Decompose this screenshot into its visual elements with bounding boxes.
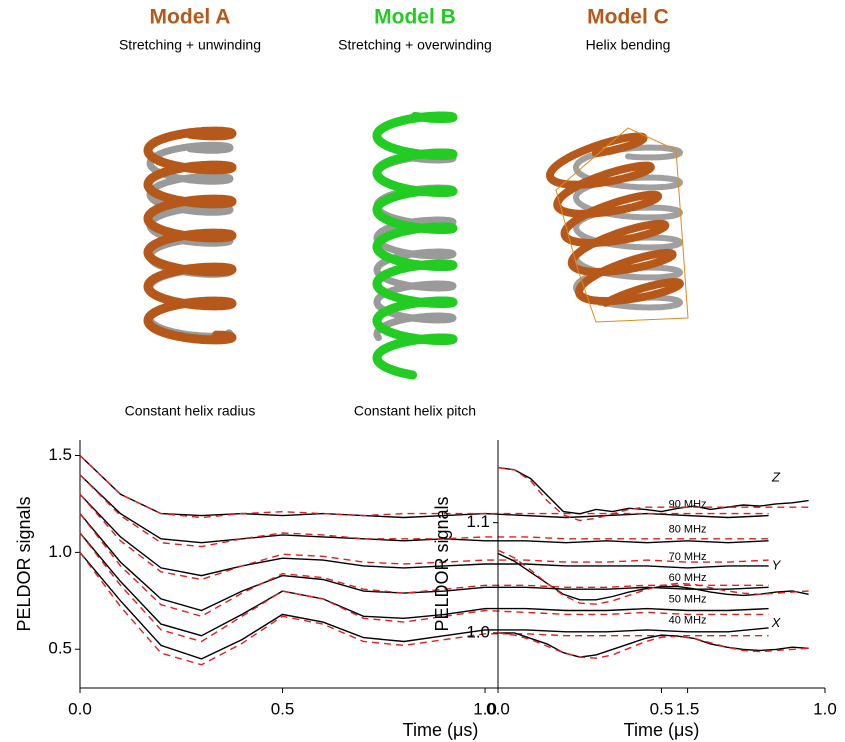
helix	[372, 111, 458, 380]
caption: Constant helix radius	[125, 403, 256, 419]
x-tick-label: 1.0	[813, 699, 837, 718]
y-tick-label: 0.5	[48, 639, 72, 658]
series-line	[79, 532, 769, 643]
series-label: 70 MHz	[669, 551, 707, 563]
x-axis-label: Time (μs)	[624, 720, 700, 740]
x-tick-label: 1.0	[473, 699, 497, 718]
series-line	[79, 513, 769, 612]
model-subtitle: Helix bending	[586, 37, 671, 53]
model-title: Model A	[150, 6, 231, 29]
x-tick-label: 0.5	[650, 699, 674, 718]
series-line	[79, 493, 769, 577]
model-title: Model C	[587, 6, 669, 29]
series-line	[497, 632, 809, 659]
series-line	[498, 632, 809, 658]
x-tick-label: 0.0	[68, 699, 92, 718]
series-line	[79, 551, 769, 666]
y-tick-label: 1.5	[48, 445, 72, 464]
series-line	[79, 493, 769, 581]
x-tick-label: 0.5	[271, 699, 295, 718]
series-line	[79, 454, 769, 519]
series-line	[497, 466, 809, 522]
series-line	[79, 551, 769, 660]
helix	[143, 126, 237, 345]
series-line	[79, 532, 769, 637]
y-tick-label: 1.0	[48, 542, 72, 561]
helix-illustrations	[143, 111, 684, 380]
series-label: 80 MHz	[669, 524, 707, 536]
series-line	[497, 549, 809, 605]
series-label: X	[771, 615, 782, 630]
series-line	[79, 474, 769, 548]
model-title: Model B	[374, 6, 456, 29]
series-label: 50 MHz	[669, 593, 707, 605]
x-tick-label: 1.5	[676, 699, 700, 718]
model-subtitle: Stretching + overwinding	[338, 37, 492, 53]
helix	[545, 132, 684, 307]
y-axis-label: PELDOR signals	[432, 496, 452, 631]
series-line	[497, 466, 809, 515]
series-line	[79, 513, 769, 618]
caption: Constant helix pitch	[354, 403, 476, 419]
bending-frame	[555, 127, 689, 323]
x-tick-label: 0.0	[486, 699, 510, 718]
y-axis-label: PELDOR signals	[14, 496, 34, 631]
y-tick-label: 1.0	[466, 622, 490, 641]
y-tick-label: 1.1	[466, 512, 490, 531]
x-axis-label: Time (μs)	[403, 720, 479, 740]
series-line	[79, 454, 769, 519]
series-label: Z	[771, 469, 781, 484]
series-line	[497, 552, 809, 601]
series-line	[79, 474, 769, 544]
series-label: 60 MHz	[669, 572, 707, 584]
model-subtitle: Stretching + unwinding	[119, 37, 261, 53]
series-label: Y	[772, 558, 782, 573]
series-label: 40 MHz	[669, 615, 707, 627]
